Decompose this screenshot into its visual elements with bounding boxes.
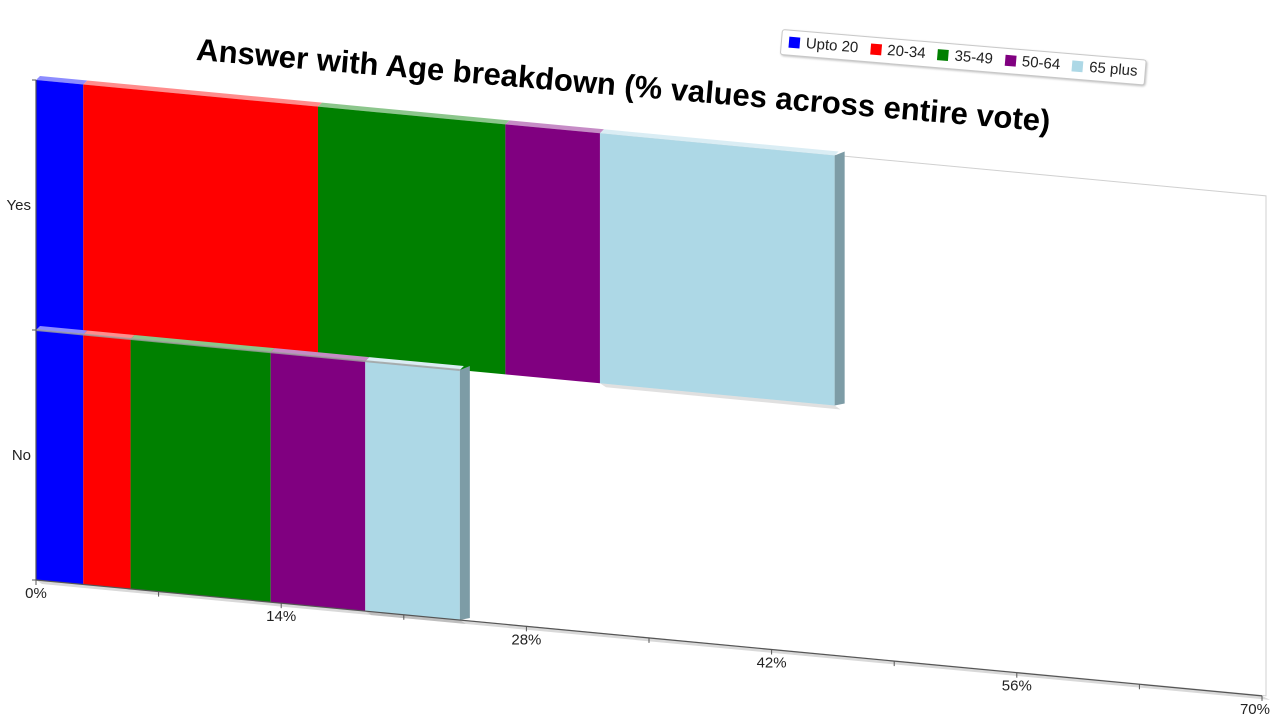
bar-segment-top bbox=[83, 80, 322, 107]
bar-segment[interactable] bbox=[83, 334, 131, 589]
x-axis-line bbox=[35, 579, 1263, 697]
bar-segment[interactable] bbox=[505, 124, 600, 384]
x-tick-label: 0% bbox=[25, 585, 47, 602]
bar-end-cap bbox=[834, 151, 845, 406]
x-tick-label: 56% bbox=[1002, 678, 1032, 695]
bar-segment-top bbox=[83, 330, 135, 339]
legend-label: 35-49 bbox=[953, 47, 994, 68]
legend-item[interactable]: 50-64 bbox=[1004, 52, 1061, 74]
bar-shadow bbox=[599, 383, 841, 410]
legend-label: Upto 20 bbox=[805, 35, 859, 57]
bar-segment-top bbox=[365, 357, 464, 371]
y-tick-label: No bbox=[12, 447, 31, 464]
bar-segment[interactable] bbox=[317, 106, 506, 375]
legend-label: 20-34 bbox=[886, 41, 927, 63]
bar-segment-top bbox=[317, 102, 510, 125]
x-tick-label: 14% bbox=[266, 608, 296, 625]
legend-swatch bbox=[1071, 60, 1084, 73]
bar-segment-top bbox=[505, 120, 604, 134]
legend-item[interactable]: Upto 20 bbox=[788, 34, 859, 57]
legend-item[interactable]: 35-49 bbox=[937, 46, 994, 68]
legend-swatch bbox=[869, 43, 882, 56]
x-tick-label: 28% bbox=[511, 631, 541, 648]
bar-segment-top bbox=[599, 129, 839, 156]
bar-segment[interactable] bbox=[599, 133, 835, 406]
plot-floor bbox=[36, 580, 1270, 700]
bar-segment-top bbox=[36, 76, 88, 85]
legend-swatch bbox=[937, 49, 950, 62]
bar-segment-top bbox=[36, 326, 88, 335]
legend-label: 50-64 bbox=[1021, 53, 1061, 74]
bar-layer bbox=[35, 76, 845, 625]
x-tick-label: 70% bbox=[1240, 701, 1270, 718]
bar-segment-top bbox=[130, 334, 275, 353]
bar-segment[interactable] bbox=[365, 361, 460, 621]
bar-segment-top bbox=[270, 348, 370, 362]
bar-segment[interactable] bbox=[270, 352, 366, 612]
legend-item[interactable]: 20-34 bbox=[869, 40, 927, 63]
bar-end-cap bbox=[459, 366, 470, 621]
bar-segment[interactable] bbox=[130, 338, 271, 603]
y-tick-label: Yes bbox=[7, 197, 31, 214]
legend-swatch bbox=[788, 36, 801, 49]
x-tick-label: 42% bbox=[757, 655, 787, 672]
legend-item[interactable]: 65 plus bbox=[1071, 57, 1139, 80]
axis-layer: Yes No 0% 14% 28% 42% 56% 70% bbox=[7, 79, 1270, 718]
bar-segment[interactable] bbox=[83, 84, 318, 357]
bar-segment[interactable] bbox=[36, 330, 84, 585]
legend-swatch bbox=[1004, 54, 1017, 67]
category-divider bbox=[35, 329, 460, 372]
legend-label: 65 plus bbox=[1088, 58, 1139, 80]
bar-shadow bbox=[365, 611, 466, 625]
bar-segment[interactable] bbox=[36, 80, 84, 335]
